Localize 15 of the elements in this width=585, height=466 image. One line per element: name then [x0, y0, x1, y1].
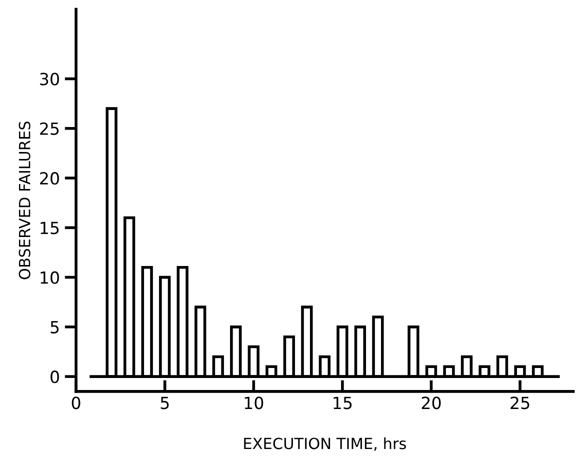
y-tick-label: 0: [50, 370, 59, 384]
y-axis-title: OBSERVED FAILURES: [18, 122, 30, 280]
y-tick-label: 10: [40, 271, 59, 284]
y-tick-label: 15: [40, 222, 59, 234]
x-tick-label: 5: [160, 396, 169, 410]
x-tick-label: 20: [422, 396, 441, 410]
x-tick-label: 0: [72, 396, 80, 410]
y-tick-label: 25: [40, 122, 59, 135]
x-tick-label: 15: [334, 396, 352, 410]
y-tick-label: 5: [50, 321, 59, 334]
x-axis-title: EXECUTION TIME, hrs: [244, 437, 406, 451]
x-tick-label: 10: [244, 396, 264, 410]
y-tick-label: 20: [40, 172, 59, 185]
x-tick-label: 25: [510, 396, 530, 410]
y-tick-label: 30: [40, 72, 59, 86]
